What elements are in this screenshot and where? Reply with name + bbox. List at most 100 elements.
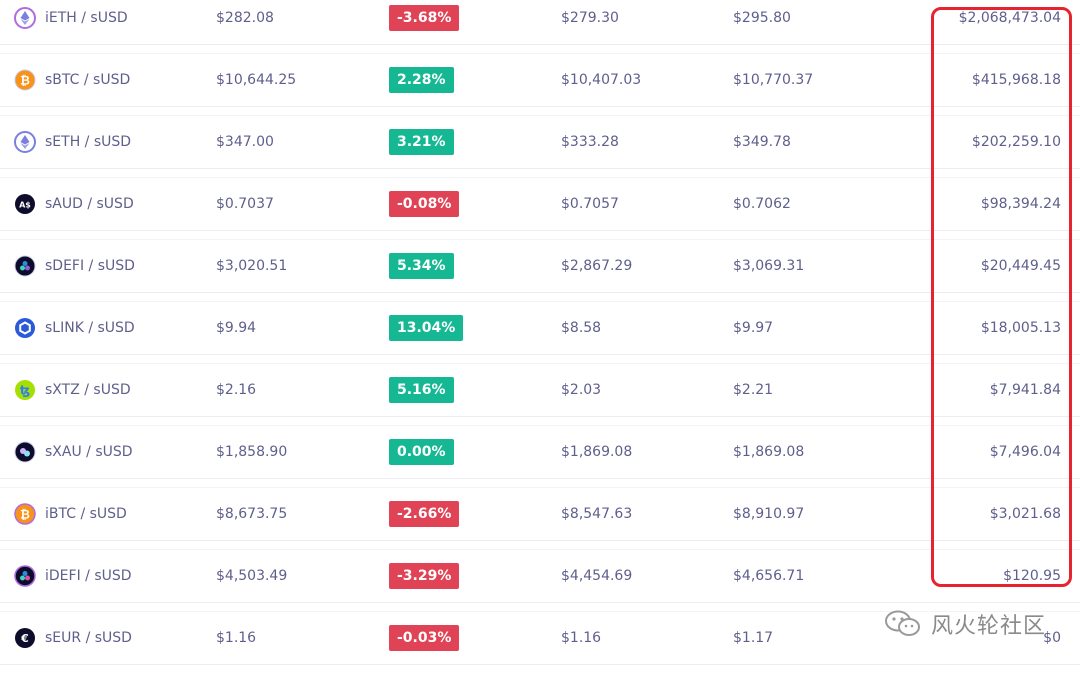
high-cell: $8,910.97 xyxy=(733,506,805,522)
low-cell: $2.03 xyxy=(561,382,602,398)
price-cell: $2.16 xyxy=(216,382,257,398)
change-badge: 13.04% xyxy=(389,315,464,341)
pair-cell: ꜩ sXTZ / sUSD xyxy=(14,364,194,416)
eth-icon xyxy=(14,131,36,153)
change-badge: 2.28% xyxy=(389,67,454,93)
change-cell: 5.16% xyxy=(389,377,454,403)
price-cell: $347.00 xyxy=(216,134,274,150)
defi-icon xyxy=(14,565,36,587)
pair-label: sDEFI / sUSD xyxy=(45,258,135,274)
change-badge: -0.08% xyxy=(389,191,460,217)
change-badge: -3.68% xyxy=(389,5,460,31)
table-row[interactable]: iETH / sUSD $282.08 -3.68% $279.30 $295.80 $2… xyxy=(0,0,1080,44)
change-badge: -0.03% xyxy=(389,625,460,651)
pair-cell: iDEFI / sUSD xyxy=(14,550,194,602)
low-cell: $4,454.69 xyxy=(561,568,633,584)
price-cell: $9.94 xyxy=(216,320,257,336)
low-cell: $1,869.08 xyxy=(561,444,633,460)
pair-label: sXAU / sUSD xyxy=(45,444,133,460)
change-badge: -2.66% xyxy=(389,501,460,527)
table-row[interactable]: ₿ iBTC / sUSD $8,673.75 -2.66% $8,547.63 $8,9… xyxy=(0,488,1080,540)
pair-cell: A$ sAUD / sUSD xyxy=(14,178,194,230)
xau-icon xyxy=(14,441,36,463)
change-cell: -0.03% xyxy=(389,625,460,651)
table-row[interactable]: sXAU / sUSD $1,858.90 0.00% $1,869.08 $1,869… xyxy=(0,426,1080,478)
pair-cell: sXAU / sUSD xyxy=(14,426,194,478)
table-row[interactable]: sETH / sUSD $347.00 3.21% $333.28 $349.78 $20… xyxy=(0,116,1080,168)
change-cell: 13.04% xyxy=(389,315,464,341)
btc-icon: ₿ xyxy=(14,69,36,91)
table-row[interactable]: ꜩ sXTZ / sUSD $2.16 5.16% $2.03 $2.21 $7,941.8… xyxy=(0,364,1080,416)
price-cell: $1,858.90 xyxy=(216,444,288,460)
watermark: 风火轮社区 xyxy=(883,608,1046,640)
high-cell: $4,656.71 xyxy=(733,568,805,584)
price-cell: $0.7037 xyxy=(216,196,274,212)
high-cell: $295.80 xyxy=(733,10,791,26)
high-cell: $0.7062 xyxy=(733,196,791,212)
change-badge: -3.29% xyxy=(389,563,460,589)
change-cell: 2.28% xyxy=(389,67,454,93)
table-row[interactable]: sDEFI / sUSD $3,020.51 5.34% $2,867.29 $3,06… xyxy=(0,240,1080,292)
price-cell: $4,503.49 xyxy=(216,568,288,584)
change-cell: 0.00% xyxy=(389,439,454,465)
change-cell: -2.66% xyxy=(389,501,460,527)
table-row[interactable]: iDEFI / sUSD $4,503.49 -3.29% $4,454.69 $4,6… xyxy=(0,550,1080,602)
pair-label: sLINK / sUSD xyxy=(45,320,135,336)
pair-label: sXTZ / sUSD xyxy=(45,382,131,398)
price-cell: $3,020.51 xyxy=(216,258,288,274)
low-cell: $333.28 xyxy=(561,134,619,150)
volume-cell: $18,005.13 xyxy=(980,320,1061,336)
change-badge: 5.34% xyxy=(389,253,454,279)
change-cell: 3.21% xyxy=(389,129,454,155)
table-row[interactable]: € sEUR / sUSD $1.16 -0.03% $1.16 $1.17 $0 xyxy=(0,612,1080,664)
low-cell: $2,867.29 xyxy=(561,258,633,274)
volume-cell: $0 xyxy=(1043,630,1061,646)
eth-icon xyxy=(14,7,36,29)
aud-icon: A$ xyxy=(14,193,36,215)
volume-cell: $98,394.24 xyxy=(980,196,1061,212)
pair-label: sBTC / sUSD xyxy=(45,72,131,88)
table-row[interactable]: ₿ sBTC / sUSD $10,644.25 2.28% $10,407.03 $10… xyxy=(0,54,1080,106)
change-cell: -3.68% xyxy=(389,5,460,31)
price-cell: $8,673.75 xyxy=(216,506,288,522)
svg-text:€: € xyxy=(20,632,29,645)
high-cell: $10,770.37 xyxy=(733,72,814,88)
table-row[interactable]: sLINK / sUSD $9.94 13.04% $8.58 $9.97 $18,005… xyxy=(0,302,1080,354)
low-cell: $0.7057 xyxy=(561,196,619,212)
watermark-text: 风火轮社区 xyxy=(930,614,1046,639)
volume-cell: $20,449.45 xyxy=(980,258,1061,274)
pair-label: iBTC / sUSD xyxy=(45,506,127,522)
change-cell: -3.29% xyxy=(389,563,460,589)
volume-cell: $7,941.84 xyxy=(989,382,1061,398)
pair-cell: ₿ sBTC / sUSD xyxy=(14,54,194,106)
high-cell: $349.78 xyxy=(733,134,791,150)
low-cell: $10,407.03 xyxy=(561,72,642,88)
volume-cell: $202,259.10 xyxy=(971,134,1061,150)
svg-text:A$: A$ xyxy=(19,201,31,210)
low-cell: $8,547.63 xyxy=(561,506,633,522)
low-cell: $1.16 xyxy=(561,630,602,646)
volume-cell: $415,968.18 xyxy=(971,72,1061,88)
volume-cell: $120.95 xyxy=(1003,568,1061,584)
pair-label: sEUR / sUSD xyxy=(45,630,132,646)
pair-label: iETH / sUSD xyxy=(45,10,128,26)
change-badge: 0.00% xyxy=(389,439,454,465)
svg-text:₿: ₿ xyxy=(20,74,30,88)
high-cell: $3,069.31 xyxy=(733,258,805,274)
price-cell: $1.16 xyxy=(216,630,257,646)
high-cell: $1,869.08 xyxy=(733,444,805,460)
pair-label: sAUD / sUSD xyxy=(45,196,134,212)
pair-cell: sLINK / sUSD xyxy=(14,302,194,354)
low-cell: $8.58 xyxy=(561,320,602,336)
pair-cell: sETH / sUSD xyxy=(14,116,194,168)
change-badge: 3.21% xyxy=(389,129,454,155)
table-row[interactable]: A$ sAUD / sUSD $0.7037 -0.08% $0.7057 $0.7062… xyxy=(0,178,1080,230)
volume-cell: $7,496.04 xyxy=(989,444,1061,460)
eur-icon: € xyxy=(14,627,36,649)
pair-label: iDEFI / sUSD xyxy=(45,568,132,584)
low-cell: $279.30 xyxy=(561,10,619,26)
high-cell: $1.17 xyxy=(733,630,774,646)
svg-text:₿: ₿ xyxy=(20,508,30,522)
price-cell: $282.08 xyxy=(216,10,274,26)
btc-icon: ₿ xyxy=(14,503,36,525)
